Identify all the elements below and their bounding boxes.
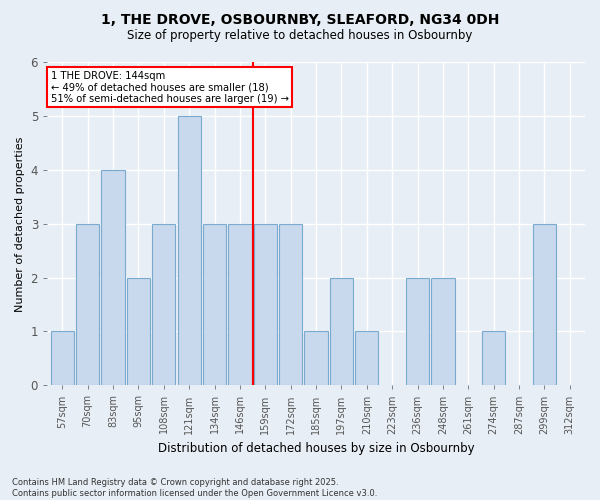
X-axis label: Distribution of detached houses by size in Osbournby: Distribution of detached houses by size … — [158, 442, 475, 455]
Y-axis label: Number of detached properties: Number of detached properties — [15, 136, 25, 312]
Bar — [279, 224, 302, 386]
Bar — [431, 278, 455, 386]
Bar — [254, 224, 277, 386]
Bar — [482, 332, 505, 386]
Text: 1, THE DROVE, OSBOURNBY, SLEAFORD, NG34 0DH: 1, THE DROVE, OSBOURNBY, SLEAFORD, NG34 … — [101, 12, 499, 26]
Text: 1 THE DROVE: 144sqm
← 49% of detached houses are smaller (18)
51% of semi-detach: 1 THE DROVE: 144sqm ← 49% of detached ho… — [51, 70, 289, 104]
Bar — [406, 278, 429, 386]
Bar — [178, 116, 201, 386]
Bar — [330, 278, 353, 386]
Bar — [203, 224, 226, 386]
Bar — [533, 224, 556, 386]
Bar — [355, 332, 379, 386]
Bar — [304, 332, 328, 386]
Bar — [76, 224, 100, 386]
Bar — [50, 332, 74, 386]
Text: Size of property relative to detached houses in Osbournby: Size of property relative to detached ho… — [127, 29, 473, 42]
Bar — [127, 278, 150, 386]
Bar — [101, 170, 125, 386]
Text: Contains HM Land Registry data © Crown copyright and database right 2025.
Contai: Contains HM Land Registry data © Crown c… — [12, 478, 377, 498]
Bar — [228, 224, 251, 386]
Bar — [152, 224, 175, 386]
